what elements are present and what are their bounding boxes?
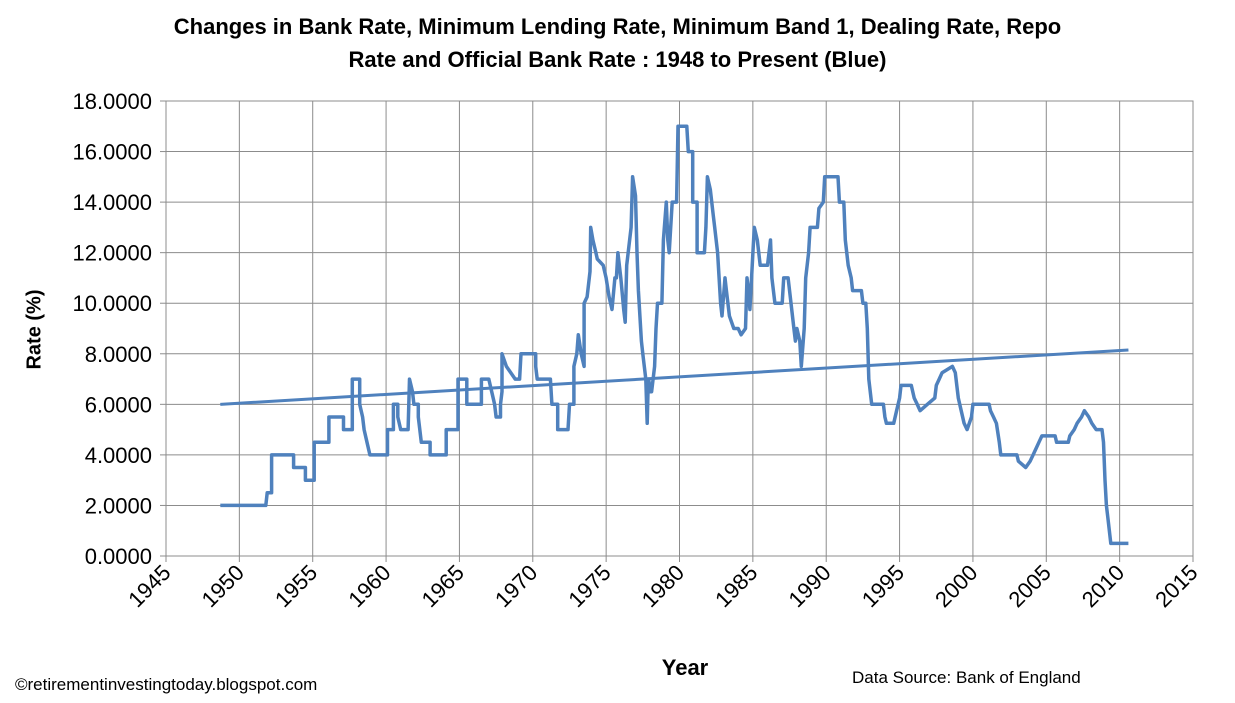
x-tick-label: 1980 <box>637 560 689 612</box>
x-tick-label: 2000 <box>930 560 982 612</box>
x-tick-label: 1995 <box>857 560 909 612</box>
y-tick-label: 18.0000 <box>72 89 152 114</box>
y-tick-label: 8.0000 <box>85 342 152 367</box>
trendline <box>220 348 1129 406</box>
y-tick-label: 0.0000 <box>85 544 152 569</box>
y-tick-label: 14.0000 <box>72 190 152 215</box>
y-axis-label: Rate (%) <box>23 289 46 370</box>
grid-layer <box>165 100 1194 557</box>
rate-series-line <box>220 124 1129 546</box>
y-tick-label: 10.0000 <box>72 291 152 316</box>
axis-layer <box>160 100 1194 562</box>
x-tick-label: 2010 <box>1077 560 1129 612</box>
x-tick-label: 2015 <box>1150 560 1202 612</box>
x-tick-label: 1990 <box>783 560 835 612</box>
copyright-text: ©retirementinvestingtoday.blogspot.com <box>15 675 318 694</box>
x-tick-label: 1960 <box>343 560 395 612</box>
x-tick-label: 1985 <box>710 560 762 612</box>
tick-label-layer: 1945 1950 1955 1960 1965 1970 1975 1980 1985 1990… <box>72 89 1202 612</box>
data-source-text: Data Source: Bank of England <box>852 668 1081 687</box>
plot-area-border <box>165 100 1194 557</box>
series-layer <box>220 124 1129 546</box>
x-tick-label: 1975 <box>563 560 615 612</box>
x-axis-label: Year <box>661 655 709 680</box>
x-tick-label: 1950 <box>197 560 249 612</box>
chart-title-line-1: Changes in Bank Rate, Minimum Lending Ra… <box>173 14 1062 39</box>
y-tick-label: 4.0000 <box>85 443 152 468</box>
x-tick-label: 2005 <box>1004 560 1056 612</box>
y-tick-label: 12.0000 <box>72 241 152 266</box>
x-tick-label: 1970 <box>490 560 542 612</box>
y-tick-label: 6.0000 <box>85 392 152 417</box>
y-tick-label: 16.0000 <box>72 140 152 165</box>
chart-title-line-2: Rate and Official Bank Rate : 1948 to Pr… <box>348 47 887 72</box>
x-tick-label: 1965 <box>417 560 469 612</box>
y-tick-label: 2.0000 <box>85 493 152 518</box>
x-tick-label: 1955 <box>270 560 322 612</box>
